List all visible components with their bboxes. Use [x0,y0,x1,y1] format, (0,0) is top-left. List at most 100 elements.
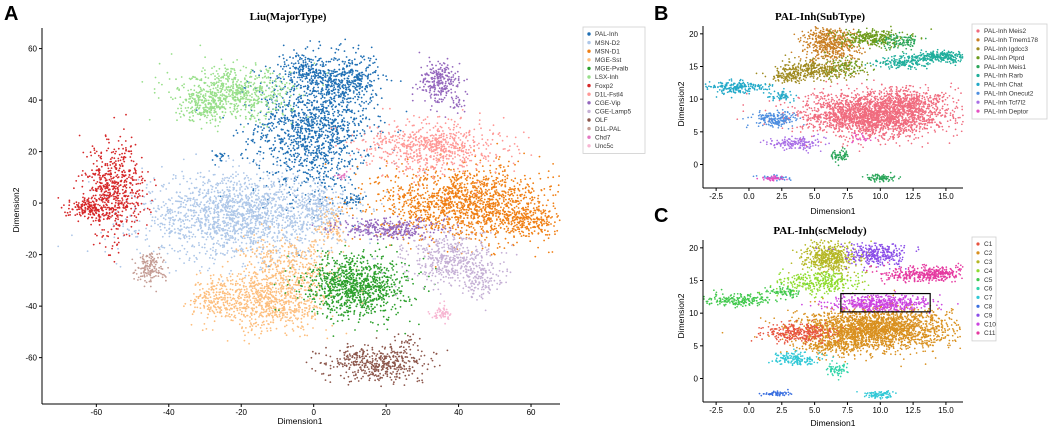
panel-b-xlabel: Dimension1 [811,206,856,216]
panel-b-points [705,26,964,183]
x-tick-label: 5.0 [809,192,821,201]
y-tick-label: 15 [689,63,698,72]
legend-marker [976,296,979,299]
cluster-9 [483,203,559,249]
cluster-12 [826,360,849,381]
legend-marker [976,287,979,290]
legend-label: CGE-Lamp5 [595,109,632,116]
x-tick-label: 0.0 [743,406,755,415]
panel-letter-c: C [654,205,668,227]
panel-letter-b: B [654,3,668,25]
legend-marker [587,32,590,35]
legend-marker [976,331,979,334]
legend-label: OLF [595,117,608,124]
legend-label: C9 [984,312,993,319]
x-tick-label: -60 [91,408,103,417]
cluster-20 [412,52,469,118]
y-tick-label: 40 [28,96,37,105]
panel-b-legend: PAL-Inh Meis2 PAL-Inh Tmem178 PAL-Inh Igdc… [972,24,1047,119]
cluster-27 [131,247,169,293]
x-tick-label: -40 [163,408,175,417]
cluster-14 [759,389,793,397]
legend-item: PAL-Inh Tcf7l2 [976,99,1026,106]
legend-item: PAL-Inh Igdcc3 [976,46,1028,53]
cluster-10 [862,172,901,183]
legend-marker [976,278,979,281]
legend-label: PAL-Inh Tcf7l2 [984,99,1026,106]
legend-marker [976,29,979,32]
x-tick-label: 12.5 [905,192,921,201]
legend-item: PAL-Inh Chat [976,82,1022,89]
x-tick-label: 40 [454,408,463,417]
legend-marker [976,38,979,41]
cluster-13 [705,78,774,98]
legend-label: MSN-D2 [595,40,620,47]
x-tick-label: 15.0 [938,192,954,201]
y-tick-label: -60 [25,354,37,363]
x-tick-label: 10.0 [872,406,888,415]
x-tick-label: 20 [382,408,391,417]
legend-label: PAL-Inh [595,31,618,38]
y-tick-label: 20 [28,148,37,157]
x-tick-label: 60 [527,408,536,417]
legend-label: C6 [984,286,993,293]
x-tick-label: 15.0 [938,406,954,415]
cluster-13 [314,208,356,254]
cluster-8 [325,143,561,268]
y-tick-label: 20 [689,30,698,39]
legend-label: Foxp2 [595,83,613,90]
y-tick-label: 0 [694,374,699,383]
x-tick-label: -20 [235,408,247,417]
legend-marker [976,56,979,59]
legend-label: C5 [984,277,993,284]
panel-c-ylabel: Dimension2 [676,293,686,338]
panel-c-points [703,239,963,400]
cluster-10 [183,242,367,345]
legend-label: PAL-Inh Tmem178 [984,37,1038,44]
legend-label: C7 [984,295,993,302]
legend-item: PAL-Inh Onecut2 [976,91,1033,98]
figure: A B C Liu(MajorType) -60 -40 -20 0 20 40 60-60… [0,0,1052,428]
legend-label: C2 [984,250,993,257]
y-tick-label: 5 [694,128,699,137]
cluster-25 [306,337,449,387]
legend-label: PAL-Inh Meis2 [984,28,1027,35]
legend-marker [976,92,979,95]
panel-c-xlabel: Dimension1 [811,418,856,428]
legend-label: C3 [984,259,993,266]
legend-marker [587,110,590,113]
legend-marker [587,144,590,147]
legend-marker [976,110,979,113]
y-tick-label: 60 [28,45,37,54]
legend-label: C8 [984,304,993,311]
y-tick-label: -40 [25,302,37,311]
legend-marker [976,83,979,86]
legend-label: Unc5c [595,143,614,150]
legend-marker [587,118,590,121]
legend-marker [976,323,979,326]
x-tick-label: 7.5 [842,406,854,415]
legend-item: PAL-Inh Meis1 [976,64,1026,71]
legend-label: C1 [984,241,993,248]
legend-marker [587,84,590,87]
legend-marker [587,127,590,130]
legend-marker [976,242,979,245]
y-tick-label: 10 [689,95,698,104]
legend-label: C11 [984,330,996,337]
cluster-23 [374,223,517,300]
legend-label: D1L-Fstl4 [595,91,624,98]
legend-label: MGE-Sst [595,57,622,64]
cluster-18 [756,175,788,181]
cluster-6 [828,26,932,51]
y-tick-label: 10 [689,309,698,318]
panel-letter-a: A [4,3,18,25]
y-tick-label: -20 [25,251,37,260]
legend-label: D1L-PAL [595,126,621,133]
legend-label: PAL-Inh Chat [984,82,1023,89]
legend-marker [976,47,979,50]
x-tick-label: 5.0 [809,406,821,415]
legend-marker [976,314,979,317]
legend-marker [976,260,979,263]
cluster-11 [768,348,834,366]
